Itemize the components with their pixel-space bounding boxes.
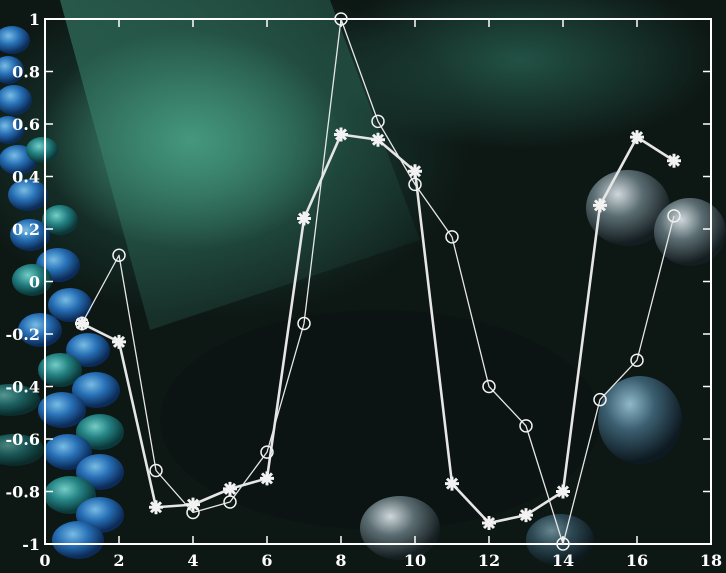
asterisk-marker (334, 127, 348, 142)
series-line-2 (81, 18, 675, 545)
circle-marker (186, 505, 200, 520)
circle-marker (297, 316, 311, 331)
x-tick-label: 10 (404, 551, 426, 570)
asterisk-marker (593, 198, 607, 213)
asterisk-marker (112, 334, 126, 349)
y-tick-label: 1 (29, 10, 40, 29)
y-tick-label: -0.2 (6, 325, 40, 344)
circle-marker (630, 353, 644, 367)
asterisk-marker (630, 130, 644, 145)
circle-marker (445, 230, 459, 244)
circle-marker (556, 537, 570, 551)
circle-marker (149, 463, 163, 478)
y-tick-label: -0.4 (6, 378, 40, 397)
x-tick-label: 12 (478, 551, 500, 570)
x-tick-label: 14 (552, 551, 574, 570)
y-tick-label: 0.8 (12, 63, 40, 82)
x-tick-label: 16 (626, 551, 648, 570)
x-tick-label: 2 (113, 551, 124, 570)
y-tick-label: -1 (22, 535, 40, 554)
x-tick-label: 4 (187, 551, 198, 570)
asterisk-marker (260, 471, 274, 486)
x-tick-label: 18 (700, 551, 722, 570)
circle-marker (334, 12, 348, 26)
asterisk-marker (223, 481, 237, 496)
asterisk-marker (667, 153, 681, 168)
axis-tick-labels: 0 2 4 6 8 10 12 14 16 18 1 0.8 0.6 0.4 0.2 0 -0.2 -0.4 -0.… (6, 10, 723, 570)
axes-frame (44, 18, 712, 545)
circle-marker (75, 316, 89, 331)
circle-marker (667, 209, 681, 223)
asterisk-marker (408, 164, 422, 179)
y-tick-label: -0.8 (6, 483, 40, 502)
x-tick-label: 0 (39, 551, 50, 570)
asterisk-marker (297, 211, 311, 226)
y-tick-label: -0.6 (6, 430, 40, 449)
y-tick-label: 0.6 (12, 115, 40, 134)
circle-marker (260, 445, 274, 459)
circle-marker (519, 419, 533, 433)
circle-marker (408, 177, 422, 192)
asterisk-marker (445, 476, 459, 491)
axis-ticks (44, 18, 712, 545)
series-markers (75, 12, 681, 551)
asterisk-marker (75, 316, 89, 331)
asterisk-marker (482, 516, 496, 530)
y-tick-label: 0.2 (12, 220, 40, 239)
circle-marker (593, 392, 607, 407)
asterisk-marker (556, 484, 570, 499)
y-tick-label: 0.4 (12, 168, 40, 187)
circle-marker (482, 379, 496, 394)
asterisk-marker (371, 132, 385, 147)
circle-marker (112, 248, 126, 262)
x-tick-label: 8 (335, 551, 346, 570)
asterisk-marker (149, 500, 163, 515)
y-tick-label: 0 (29, 273, 40, 292)
asterisk-marker (519, 508, 533, 523)
series-line-1 (81, 133, 675, 525)
circle-marker (223, 495, 237, 509)
series-lines (81, 18, 675, 545)
x-tick-label: 6 (261, 551, 272, 570)
circle-marker (371, 114, 385, 129)
